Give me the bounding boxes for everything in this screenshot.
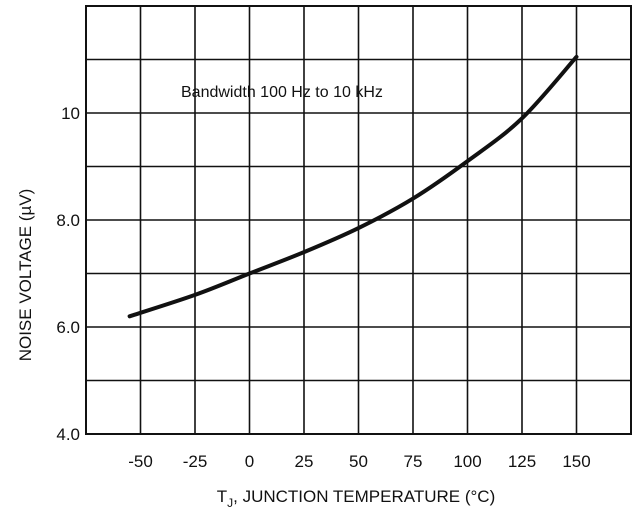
y-axis-label: NOISE VOLTAGE (µV) [16, 189, 35, 362]
x-tick-label: -50 [128, 452, 153, 471]
x-tick-label: 50 [349, 452, 368, 471]
x-tick-label: 75 [404, 452, 423, 471]
x-tick-label: 150 [562, 452, 590, 471]
y-tick-labels: 4.0 6.0 8.0 10 [56, 104, 80, 444]
y-tick-label: 4.0 [56, 425, 80, 444]
x-tick-label: -25 [183, 452, 208, 471]
x-axis-label-prefix: T [217, 487, 227, 506]
y-axis-label-mu: µ [16, 206, 35, 216]
y-tick-label: 8.0 [56, 211, 80, 230]
x-tick-label: 0 [245, 452, 254, 471]
grid-lines [86, 6, 631, 434]
x-tick-label: 125 [508, 452, 536, 471]
plot-frame [85, 5, 632, 435]
x-tick-label: 25 [295, 452, 314, 471]
x-tick-label: 100 [453, 452, 481, 471]
x-axis-label-rest: , JUNCTION TEMPERATURE (°C) [233, 487, 495, 506]
y-tick-label: 6.0 [56, 318, 80, 337]
x-axis-label-subscript: J [227, 496, 233, 510]
annotation-bandwidth: Bandwidth 100 Hz to 10 kHz [181, 84, 383, 101]
y-axis-label-before: NOISE VOLTAGE ( [16, 215, 35, 361]
x-axis-label: TJ, JUNCTION TEMPERATURE (°C) [217, 487, 496, 510]
x-tick-labels: -50 -25 0 25 50 75 100 125 150 [128, 452, 590, 471]
y-tick-label: 10 [61, 104, 80, 123]
series-line-noise-voltage [127, 54, 579, 319]
y-axis-label-after: V) [16, 189, 35, 206]
